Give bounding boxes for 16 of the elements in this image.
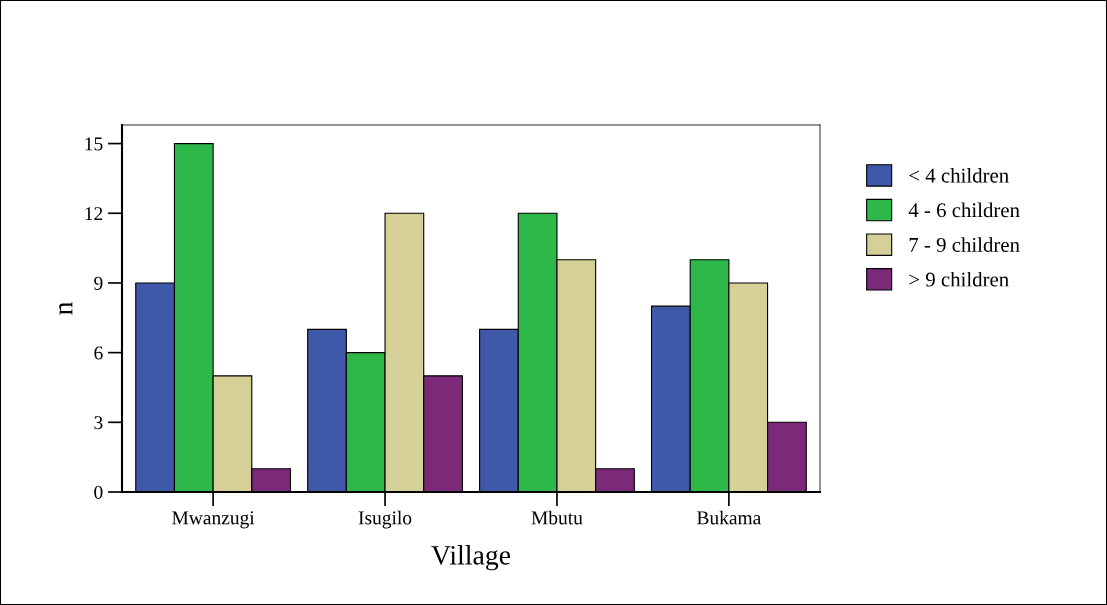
- legend-label: 4 - 6 children: [908, 202, 1020, 218]
- x-tick-label: Bukama: [697, 510, 762, 525]
- y-tick-label: 6: [94, 346, 103, 360]
- legend-label: < 4 children: [909, 167, 1009, 183]
- legend-label: > 9 children: [909, 271, 1009, 287]
- x-tick-label: Isugilo: [358, 510, 412, 529]
- y-tick-label: 12: [85, 207, 103, 221]
- x-tick-label: Mbutu: [531, 510, 583, 525]
- x-axis-title: Village: [431, 545, 511, 571]
- y-axis-title: n: [59, 301, 73, 315]
- y-tick-label: 0: [94, 485, 103, 499]
- x-tick-label: Mwanzugi: [172, 511, 255, 529]
- y-tick-label: 3: [94, 416, 103, 430]
- legend-label: 7 - 9 children: [909, 237, 1020, 252]
- y-tick-label: 9: [94, 276, 103, 290]
- y-tick-label: 15: [85, 137, 103, 151]
